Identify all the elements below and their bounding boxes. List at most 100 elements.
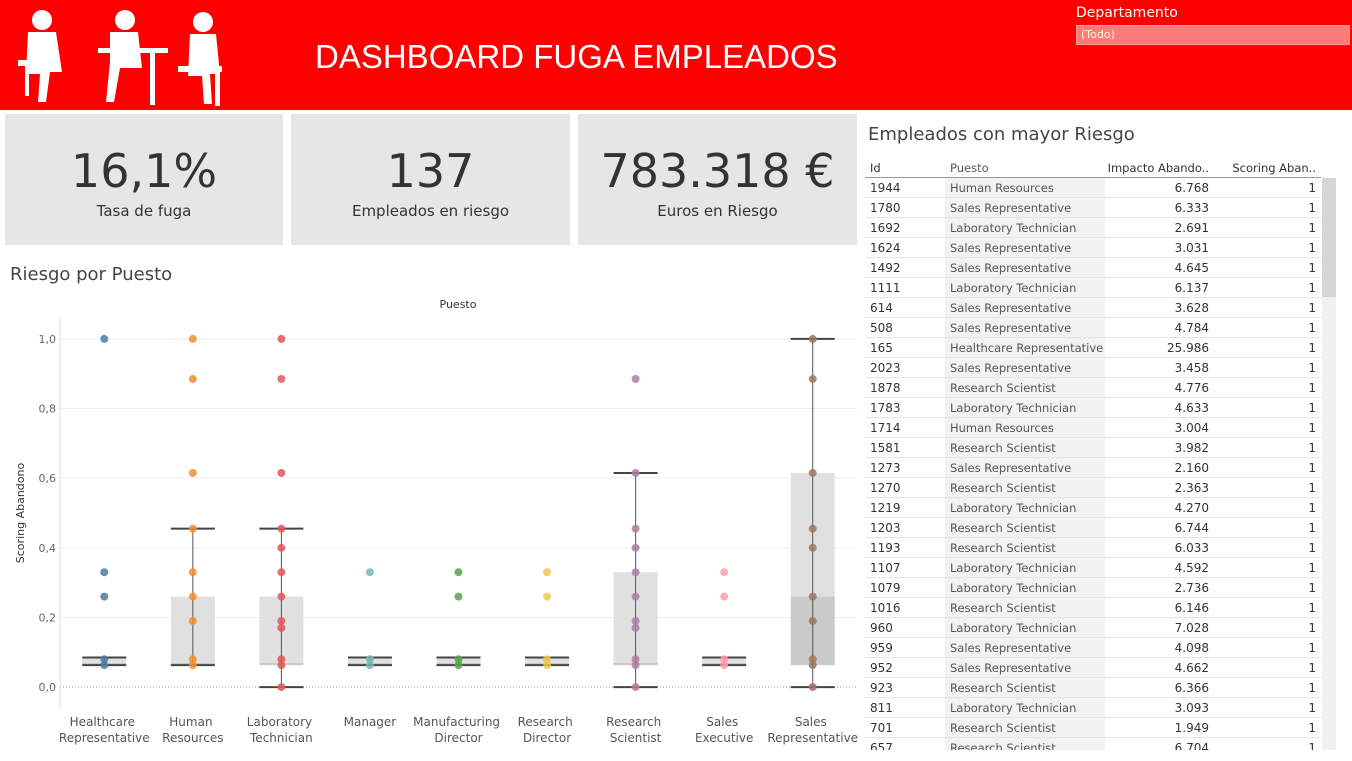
point [188, 592, 197, 601]
table-cell: Research Scientist [945, 378, 1105, 397]
point [188, 661, 197, 670]
table-cell: 1 [1308, 721, 1316, 735]
table-cell: 959 [870, 641, 893, 655]
table-cell: 3.093 [1174, 701, 1209, 715]
filter-dropdown[interactable]: (Todo) [1076, 25, 1350, 45]
table-row: 1270 Research Scientist 2.363 1 [865, 478, 1321, 498]
point [277, 592, 286, 601]
table-cell: Healthcare Representative [945, 338, 1105, 357]
point [631, 374, 640, 383]
table-cell: 4.645 [1174, 261, 1209, 275]
table-cell: Sales Representative [945, 458, 1105, 477]
table-cell: 1 [1308, 741, 1316, 750]
table-cell: 3.628 [1174, 301, 1209, 315]
x-tick-label: Human Resources [162, 715, 223, 745]
table-cell: Research Scientist [945, 678, 1105, 697]
table-cell: 811 [870, 701, 893, 715]
point [277, 683, 286, 692]
table-cell: Sales Representative [945, 638, 1105, 657]
kpi-value: 783.318 € [600, 144, 835, 198]
y-tick-label: 0,8 [39, 403, 57, 416]
table-cell: Laboratory Technician [945, 578, 1105, 597]
point [808, 655, 817, 664]
people-icon [18, 10, 222, 106]
kpi-label: Empleados en riesgo [351, 202, 510, 220]
table-cell: 3.004 [1174, 421, 1209, 435]
table-row: 1111 Laboratory Technician 6.137 1 [865, 278, 1321, 298]
x-tick-label: Healthcare Representative [59, 715, 150, 745]
table-cell: 1 [1308, 321, 1316, 335]
table-row: 1944 Human Resources 6.768 1 [865, 178, 1321, 198]
point [277, 524, 286, 533]
point [188, 568, 197, 577]
chart-title: Riesgo por Puesto [10, 264, 173, 285]
table-cell: 1 [1308, 361, 1316, 375]
column-header: Impacto Abando.. [1107, 161, 1209, 175]
table-cell: Research Scientist [945, 518, 1105, 537]
kpi-label: Tasa de fuga [96, 202, 192, 220]
table-cell: Sales Representative [945, 658, 1105, 677]
table-cell: 1 [1308, 301, 1316, 315]
header: DASHBOARD FUGA EMPLEADOS Departamento (T… [0, 0, 1352, 110]
table-cell: 2.363 [1174, 481, 1209, 495]
table-cell: Research Scientist [945, 438, 1105, 457]
point [631, 568, 640, 577]
point [100, 661, 109, 670]
scroll-thumb[interactable] [1322, 178, 1336, 297]
kpi-value: 137 [386, 144, 475, 198]
table-cell: 1079 [870, 581, 901, 595]
x-axis-title: Puesto [440, 298, 477, 311]
point [631, 655, 640, 664]
table-row: 1783 Laboratory Technician 4.633 1 [865, 398, 1321, 418]
table-row: 1492 Sales Representative 4.645 1 [865, 258, 1321, 278]
point [277, 468, 286, 477]
y-tick-label: 0,2 [39, 611, 57, 624]
table-cell: Laboratory Technician [945, 278, 1105, 297]
table-cell: 6.704 [1174, 741, 1209, 750]
kpi-label: Euros en Riesgo [657, 202, 778, 220]
table-cell: 6.146 [1174, 601, 1209, 615]
table-cell: 1 [1308, 221, 1316, 235]
point [188, 334, 197, 343]
table-cell: 1780 [870, 201, 901, 215]
table-cell: Laboratory Technician [945, 398, 1105, 417]
table-cell: Sales Representative [945, 358, 1105, 377]
table-cell: 1 [1308, 561, 1316, 575]
point [631, 592, 640, 601]
table-cell: 1 [1308, 601, 1316, 615]
point [100, 592, 109, 601]
table-cell: 1 [1308, 681, 1316, 695]
table: Id Puesto Impacto Abando.. Scoring Aban.. 19… [865, 158, 1321, 750]
table-cell: Laboratory Technician [945, 698, 1105, 717]
point [188, 374, 197, 383]
table-cell: 1107 [870, 561, 901, 575]
point [543, 661, 552, 670]
table-title: Empleados con mayor Riesgo [868, 124, 1135, 145]
x-tick-label: Research Scientist [606, 715, 665, 745]
table-cell: 1 [1308, 381, 1316, 395]
point [631, 661, 640, 670]
table-cell: 1 [1308, 621, 1316, 635]
table-cell: 4.662 [1174, 661, 1209, 675]
table-cell: Research Scientist [945, 538, 1105, 557]
table-cell: 1 [1308, 541, 1316, 555]
table-cell: 508 [870, 321, 893, 335]
table-cell: 6.333 [1174, 201, 1209, 215]
table-cell: 701 [870, 721, 893, 735]
point [631, 616, 640, 625]
column-header: Id [870, 161, 881, 175]
scrollbar[interactable] [1322, 178, 1336, 750]
table-cell: 1 [1308, 461, 1316, 475]
y-tick-label: 0,0 [39, 681, 57, 694]
table-cell: Sales Representative [945, 198, 1105, 217]
table-cell: Sales Representative [945, 318, 1105, 337]
table-cell: 1 [1308, 521, 1316, 535]
kpi-card: 16,1% Tasa de fuga [5, 114, 283, 245]
point [631, 468, 640, 477]
point [808, 661, 817, 670]
point [454, 592, 463, 601]
point [808, 616, 817, 625]
table-row: 1692 Laboratory Technician 2.691 1 [865, 218, 1321, 238]
table-cell: 2023 [870, 361, 901, 375]
